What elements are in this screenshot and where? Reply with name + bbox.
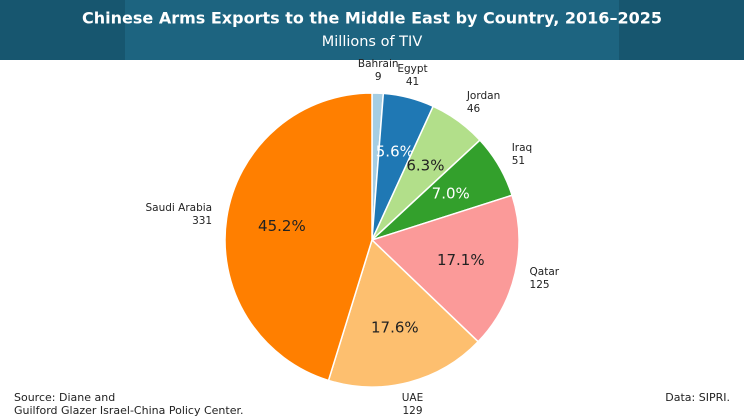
data-note: Data: SIPRI. <box>665 391 730 404</box>
value-label: 41 <box>406 76 419 88</box>
percent-label: 5.6% <box>376 142 414 160</box>
value-label: 51 <box>512 155 525 167</box>
category-label: Saudi Arabia <box>145 202 212 214</box>
category-label: Jordan <box>466 90 500 102</box>
percent-label: 45.2% <box>258 217 306 235</box>
percent-label: 17.6% <box>371 319 419 337</box>
source-line: Guilford Glazer Israel-China Policy Cent… <box>14 404 244 417</box>
value-label: 331 <box>192 215 212 227</box>
percent-label: 17.1% <box>437 251 485 269</box>
value-label: 46 <box>467 103 481 115</box>
value-label: 125 <box>530 279 550 291</box>
value-label: 9 <box>375 71 382 83</box>
source-line: Source: Diane and <box>14 391 115 404</box>
percent-label: 7.0% <box>432 185 470 203</box>
value-label: 129 <box>402 405 422 417</box>
pie-slice <box>327 238 480 388</box>
header-panel <box>125 0 619 60</box>
category-label: Egypt <box>397 63 427 75</box>
chart-subtitle: Millions of TIV <box>322 34 423 50</box>
category-label: Qatar <box>530 266 560 278</box>
category-label: Iraq <box>512 142 533 154</box>
chart-title: Chinese Arms Exports to the Middle East … <box>82 9 662 28</box>
category-label: UAE <box>402 392 424 404</box>
percent-label: 6.3% <box>406 157 444 175</box>
category-label: Bahrain <box>358 58 399 70</box>
pie-slice <box>224 92 373 382</box>
pie-slice <box>370 194 520 343</box>
